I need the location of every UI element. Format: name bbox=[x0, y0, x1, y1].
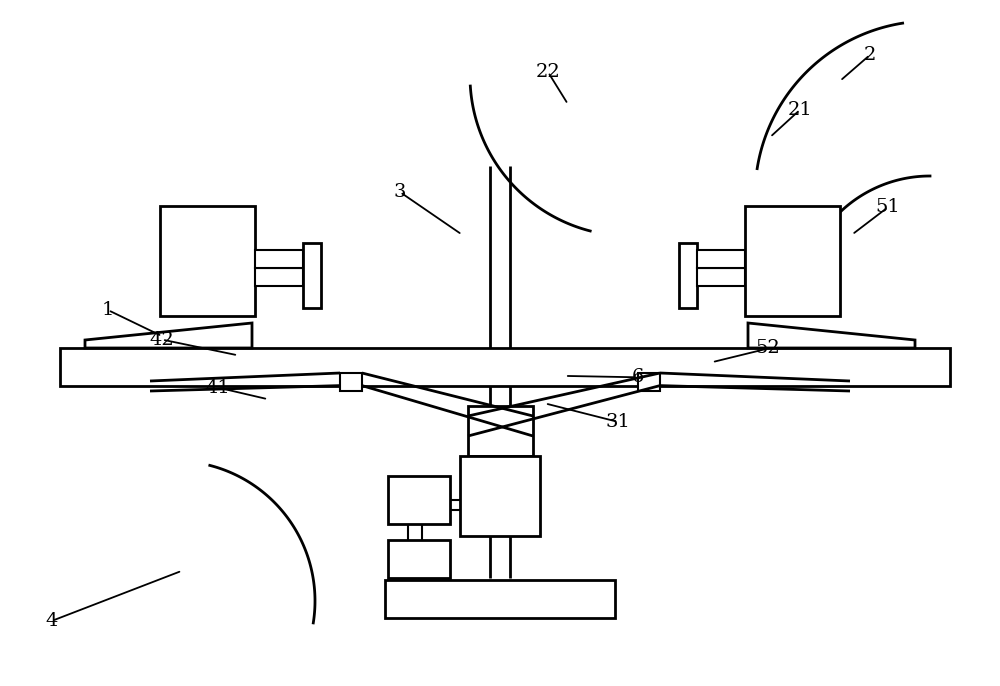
Bar bbox=[340, 373, 362, 391]
Bar bbox=[388, 476, 450, 524]
Bar bbox=[388, 540, 450, 578]
Bar bbox=[697, 250, 745, 268]
Bar bbox=[468, 406, 533, 456]
Bar bbox=[255, 250, 303, 268]
Text: 1: 1 bbox=[102, 301, 114, 319]
Bar bbox=[697, 268, 745, 286]
Bar bbox=[679, 243, 697, 308]
Text: 4: 4 bbox=[46, 612, 58, 630]
Bar bbox=[745, 206, 840, 316]
Bar bbox=[460, 456, 540, 536]
Text: 41: 41 bbox=[206, 379, 230, 397]
Text: 3: 3 bbox=[394, 183, 406, 201]
Text: 31: 31 bbox=[606, 413, 630, 431]
Bar bbox=[385, 580, 615, 618]
Text: 22: 22 bbox=[536, 63, 560, 81]
Bar bbox=[160, 206, 255, 316]
Text: 6: 6 bbox=[632, 368, 644, 386]
Text: 2: 2 bbox=[864, 46, 876, 64]
Bar bbox=[255, 268, 303, 286]
Polygon shape bbox=[85, 323, 252, 348]
Bar bbox=[60, 348, 950, 386]
Bar bbox=[303, 243, 321, 308]
Text: 52: 52 bbox=[756, 340, 780, 357]
Text: 51: 51 bbox=[876, 198, 900, 216]
Text: 21: 21 bbox=[788, 101, 812, 119]
Bar bbox=[638, 373, 660, 391]
Polygon shape bbox=[748, 323, 915, 348]
Text: 42: 42 bbox=[150, 331, 174, 348]
